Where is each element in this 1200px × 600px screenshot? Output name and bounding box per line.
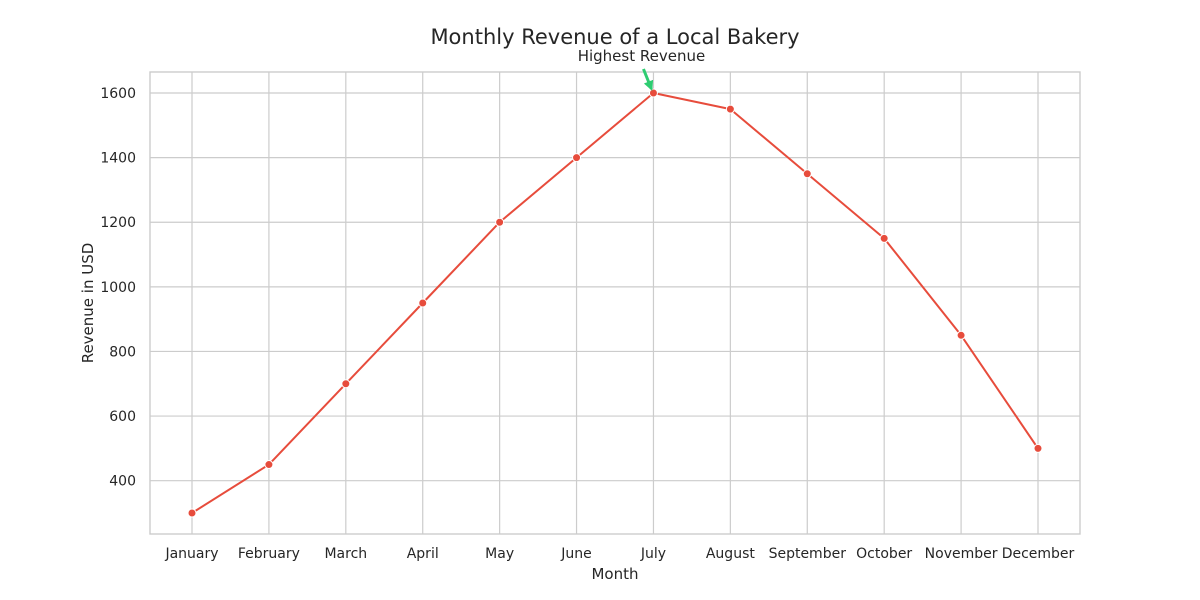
- revenue-line: [191, 92, 1039, 514]
- x-tick-label: January: [164, 546, 218, 562]
- data-point: [1033, 443, 1043, 453]
- x-tick-label: September: [769, 546, 847, 562]
- x-axis-label: Month: [591, 565, 638, 583]
- y-tick-label: 600: [109, 409, 136, 425]
- x-tick-label: October: [856, 546, 912, 562]
- grid-lines: [150, 72, 1080, 534]
- x-tick-label: November: [925, 546, 998, 562]
- data-point: [341, 379, 351, 389]
- y-tick-label: 1400: [100, 151, 136, 167]
- x-tick-labels: January February March April May June July Augu…: [164, 546, 1074, 562]
- x-tick-label: April: [407, 546, 439, 562]
- y-tick-label: 800: [109, 344, 136, 360]
- y-tick-labels: 400 600 800 1000 1200 1400 1600: [100, 86, 136, 490]
- series-layer: [187, 88, 1043, 518]
- x-tick-label: June: [560, 546, 592, 562]
- data-point: [264, 460, 274, 470]
- plot-frame: [149, 71, 1081, 535]
- x-tick-label: July: [640, 546, 666, 562]
- data-point: [572, 153, 582, 163]
- y-tick-label: 1600: [100, 86, 136, 102]
- y-tick-label: 1200: [100, 215, 136, 231]
- x-tick-label: March: [324, 546, 367, 562]
- data-point: [648, 88, 658, 98]
- data-point: [879, 233, 889, 243]
- chart-title: Monthly Revenue of a Local Bakery: [430, 25, 799, 49]
- y-axis-label: Revenue in USD: [79, 243, 97, 364]
- data-point: [956, 330, 966, 340]
- x-tick-label: December: [1002, 546, 1075, 562]
- x-tick-label: February: [238, 546, 300, 562]
- peak-annotation: Highest Revenue: [578, 47, 706, 91]
- data-point: [418, 298, 428, 308]
- data-point: [187, 508, 197, 518]
- y-tick-label: 1000: [100, 280, 136, 296]
- x-tick-label: August: [706, 546, 756, 562]
- annotation-arrow: [642, 68, 654, 91]
- data-point: [802, 169, 812, 179]
- y-tick-label: 400: [109, 474, 136, 490]
- x-tick-label: May: [485, 546, 514, 562]
- data-point: [725, 104, 735, 114]
- annotation-label: Highest Revenue: [578, 47, 706, 65]
- data-point: [495, 217, 505, 227]
